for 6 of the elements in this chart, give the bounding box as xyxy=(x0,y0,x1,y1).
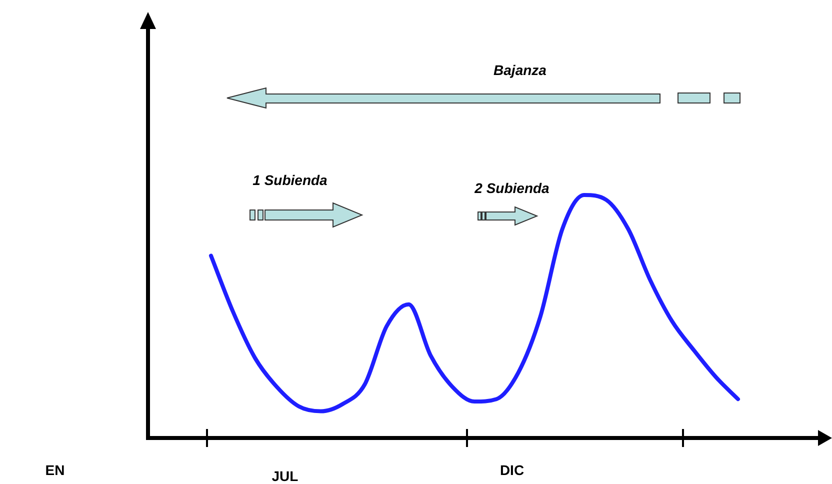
annotation: 2 Subienda xyxy=(474,180,550,196)
text: Bajanza xyxy=(494,62,546,78)
text: 1 Subienda xyxy=(252,172,328,188)
text: DIC xyxy=(500,462,524,478)
text: JUL xyxy=(272,468,298,484)
text: EN xyxy=(45,462,65,478)
